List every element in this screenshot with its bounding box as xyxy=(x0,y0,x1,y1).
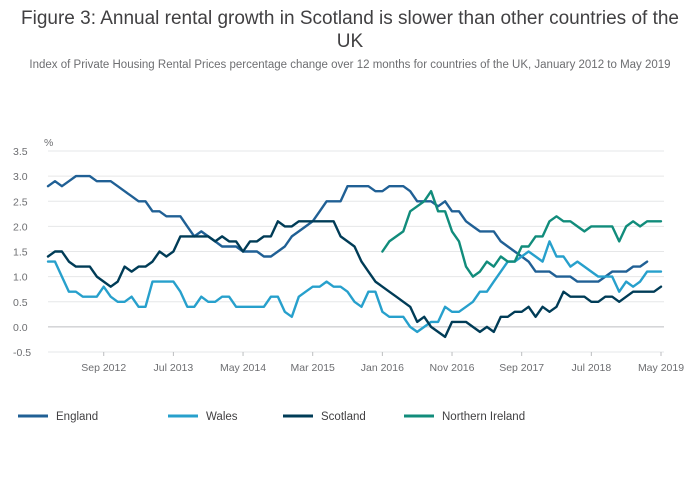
legend-label[interactable]: England xyxy=(56,411,98,423)
y-tick-label: 1.0 xyxy=(13,272,28,284)
plot-area xyxy=(46,174,663,339)
y-tick-label: -0.5 xyxy=(13,347,31,359)
x-tick-label: Jul 2013 xyxy=(154,362,194,374)
y-axis-unit-label: % xyxy=(44,137,53,149)
chart-subtitle: Index of Private Housing Rental Prices p… xyxy=(29,59,671,71)
y-tick-label: 0.0 xyxy=(13,322,28,334)
legend: England Wales Scotland Northern Ireland xyxy=(18,411,525,423)
y-tick-label: 1.5 xyxy=(13,247,28,259)
x-tick-label: Jan 2016 xyxy=(361,362,404,374)
y-tick-label: 2.0 xyxy=(13,221,28,233)
legend-label[interactable]: Northern Ireland xyxy=(442,411,525,423)
legend-label[interactable]: Wales xyxy=(206,411,238,423)
x-tick-label: May 2019 xyxy=(638,362,684,374)
gridlines xyxy=(48,150,664,353)
y-tick-label: 3.5 xyxy=(13,146,28,158)
x-tick-label: Nov 2016 xyxy=(430,362,475,374)
y-axis: -0.5 0.0 0.5 1.0 1.5 2.0 2.5 3.0 3.5 xyxy=(13,146,31,359)
series-line-northern-ireland[interactable] xyxy=(381,189,663,278)
series-line-wales[interactable] xyxy=(46,240,663,334)
x-tick-label: Jul 2018 xyxy=(571,362,611,374)
x-axis: Sep 2012 Jul 2013 May 2014 Mar 2015 Jan 2016… xyxy=(81,352,684,374)
x-tick-label: Sep 2012 xyxy=(81,362,126,374)
legend-label[interactable]: Scotland xyxy=(321,411,366,423)
series-line-england[interactable] xyxy=(46,174,649,283)
x-tick-label: May 2014 xyxy=(220,362,266,374)
series-line-scotland[interactable] xyxy=(46,220,663,339)
x-tick-label: Sep 2017 xyxy=(499,362,544,374)
y-tick-label: 0.5 xyxy=(13,297,28,309)
chart-title: Figure 3: Annual rental growth in Scotla… xyxy=(21,8,679,52)
x-tick-label: Mar 2015 xyxy=(291,362,336,374)
y-tick-label: 2.5 xyxy=(13,196,28,208)
y-tick-label: 3.0 xyxy=(13,171,28,183)
